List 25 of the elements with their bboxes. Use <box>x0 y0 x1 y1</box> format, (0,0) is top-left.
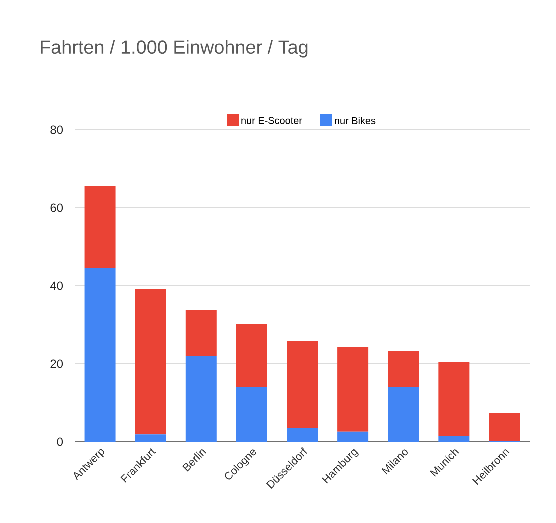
bar <box>388 351 420 388</box>
y-tick-label: 80 <box>50 126 64 134</box>
bar <box>135 290 166 435</box>
bar <box>388 387 420 442</box>
legend-label: nur E-Scooter <box>242 117 302 124</box>
bar <box>438 436 470 442</box>
bar <box>338 432 369 442</box>
y-tick-label: 20 <box>50 360 64 368</box>
bar <box>287 341 318 428</box>
bar <box>186 356 217 442</box>
bar <box>236 324 268 388</box>
bar <box>84 268 116 442</box>
bar <box>287 428 318 442</box>
bar <box>236 387 268 442</box>
y-tick-label: 40 <box>50 282 64 290</box>
chart-title: Fahrten / 1.000 Einwohner / Tag <box>41 40 308 58</box>
bar <box>135 434 166 442</box>
bar <box>489 413 520 442</box>
bar <box>338 347 369 432</box>
y-tick-label: 60 <box>50 204 64 212</box>
bar <box>438 362 470 436</box>
y-tick-label: 0 <box>57 438 64 446</box>
legend-label: nur Bikes <box>335 117 376 124</box>
bar <box>84 186 116 268</box>
bar <box>186 310 217 356</box>
